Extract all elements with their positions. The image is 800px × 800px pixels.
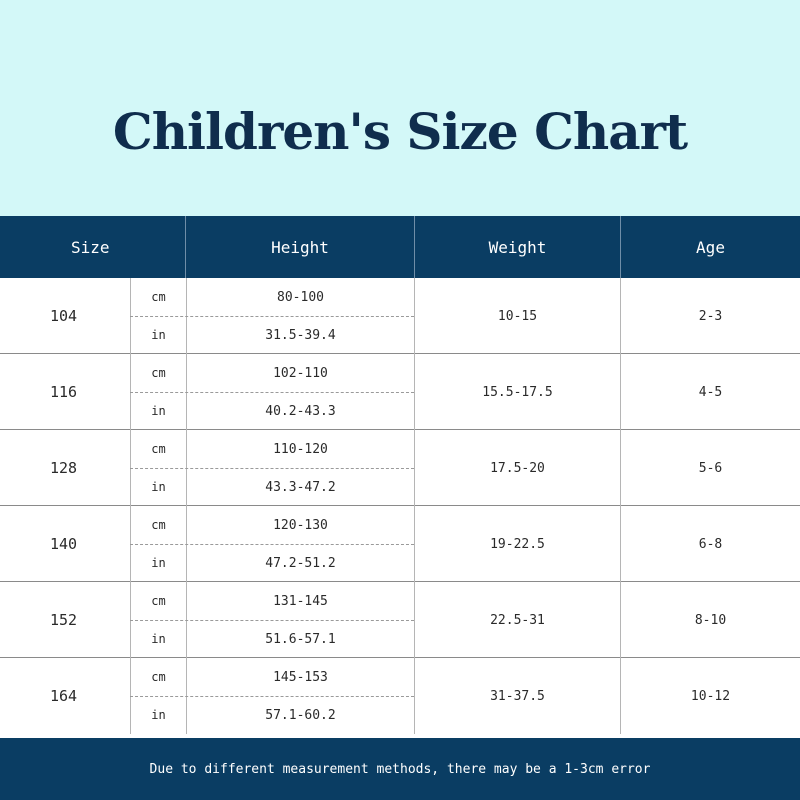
height-cm-cell: 120-130	[273, 517, 328, 533]
cell-divider	[620, 658, 621, 734]
height-in-cell: 57.1-60.2	[265, 707, 336, 723]
cell-divider	[620, 506, 621, 582]
weight-cell: 15.5-17.5	[482, 384, 553, 400]
footer-text: Due to different measurement methods, th…	[149, 761, 651, 777]
height-cm-cell: 145-153	[273, 669, 328, 685]
height-in-cell: 43.3-47.2	[265, 479, 336, 495]
row-split-line	[130, 316, 414, 317]
unit-cm: cm	[151, 366, 166, 380]
size-cell: 116	[50, 383, 78, 401]
cell-divider	[414, 506, 415, 582]
height-in-cell: 40.2-43.3	[265, 403, 336, 419]
cell-divider	[620, 278, 621, 354]
header-weight: Weight	[488, 237, 547, 257]
age-cell: 2-3	[698, 308, 723, 324]
header-divider	[414, 216, 415, 278]
weight-cell: 17.5-20	[490, 460, 545, 476]
header-height: Height	[271, 237, 329, 257]
row-split-line	[130, 696, 414, 697]
table-row: 164 cm in 145-153 57.1-60.2 31-37.5 10-1…	[0, 658, 800, 734]
height-in-cell: 31.5-39.4	[265, 327, 336, 343]
age-cell: 4-5	[698, 384, 723, 400]
unit-in: in	[151, 328, 166, 342]
unit-cm: cm	[151, 442, 166, 456]
title-banner: Children's Size Chart	[0, 0, 800, 216]
height-cm-cell: 131-145	[273, 593, 328, 609]
cell-divider	[414, 278, 415, 354]
size-cell: 164	[50, 687, 78, 705]
size-cell: 152	[50, 611, 78, 629]
header-age: Age	[696, 237, 725, 257]
size-cell: 140	[50, 535, 78, 553]
age-cell: 10-12	[690, 688, 731, 704]
size-cell: 128	[50, 459, 78, 477]
header-size: Size	[71, 237, 110, 257]
row-split-line	[130, 392, 414, 393]
page-title: Children's Size Chart	[112, 101, 688, 161]
size-table-body: 104 cm in 80-100 31.5-39.4 10-15 2-3 116…	[0, 278, 800, 738]
row-split-line	[130, 468, 414, 469]
unit-cm: cm	[151, 670, 166, 684]
cell-divider	[620, 582, 621, 658]
table-row: 104 cm in 80-100 31.5-39.4 10-15 2-3	[0, 278, 800, 354]
unit-cm: cm	[151, 290, 166, 304]
unit-cm: cm	[151, 594, 166, 608]
weight-cell: 31-37.5	[490, 688, 545, 704]
unit-in: in	[151, 632, 166, 646]
header-divider	[620, 216, 621, 278]
row-split-line	[130, 544, 414, 545]
table-row: 128 cm in 110-120 43.3-47.2 17.5-20 5-6	[0, 430, 800, 506]
age-cell: 8-10	[694, 612, 727, 628]
size-cell: 104	[50, 307, 78, 325]
table-row: 116 cm in 102-110 40.2-43.3 15.5-17.5 4-…	[0, 354, 800, 430]
cell-divider	[414, 430, 415, 506]
height-cm-cell: 102-110	[273, 365, 328, 381]
unit-in: in	[151, 480, 166, 494]
cell-divider	[414, 354, 415, 430]
cell-divider	[414, 582, 415, 658]
unit-in: in	[151, 404, 166, 418]
height-in-cell: 51.6-57.1	[265, 631, 336, 647]
table-header: Size Height Weight Age	[0, 216, 800, 278]
footer-note: Due to different measurement methods, th…	[0, 738, 800, 800]
height-in-cell: 47.2-51.2	[265, 555, 336, 571]
cell-divider	[620, 430, 621, 506]
cell-divider	[414, 658, 415, 734]
cell-divider	[620, 354, 621, 430]
age-cell: 6-8	[698, 536, 723, 552]
age-cell: 5-6	[698, 460, 723, 476]
unit-cm: cm	[151, 518, 166, 532]
row-split-line	[130, 620, 414, 621]
table-row: 140 cm in 120-130 47.2-51.2 19-22.5 6-8	[0, 506, 800, 582]
weight-cell: 22.5-31	[490, 612, 545, 628]
table-row: 152 cm in 131-145 51.6-57.1 22.5-31 8-10	[0, 582, 800, 658]
weight-cell: 19-22.5	[490, 536, 545, 552]
unit-in: in	[151, 708, 166, 722]
height-cm-cell: 110-120	[273, 441, 328, 457]
height-cm-cell: 80-100	[277, 289, 324, 305]
unit-in: in	[151, 556, 166, 570]
weight-cell: 10-15	[497, 308, 538, 324]
header-divider	[185, 216, 186, 278]
